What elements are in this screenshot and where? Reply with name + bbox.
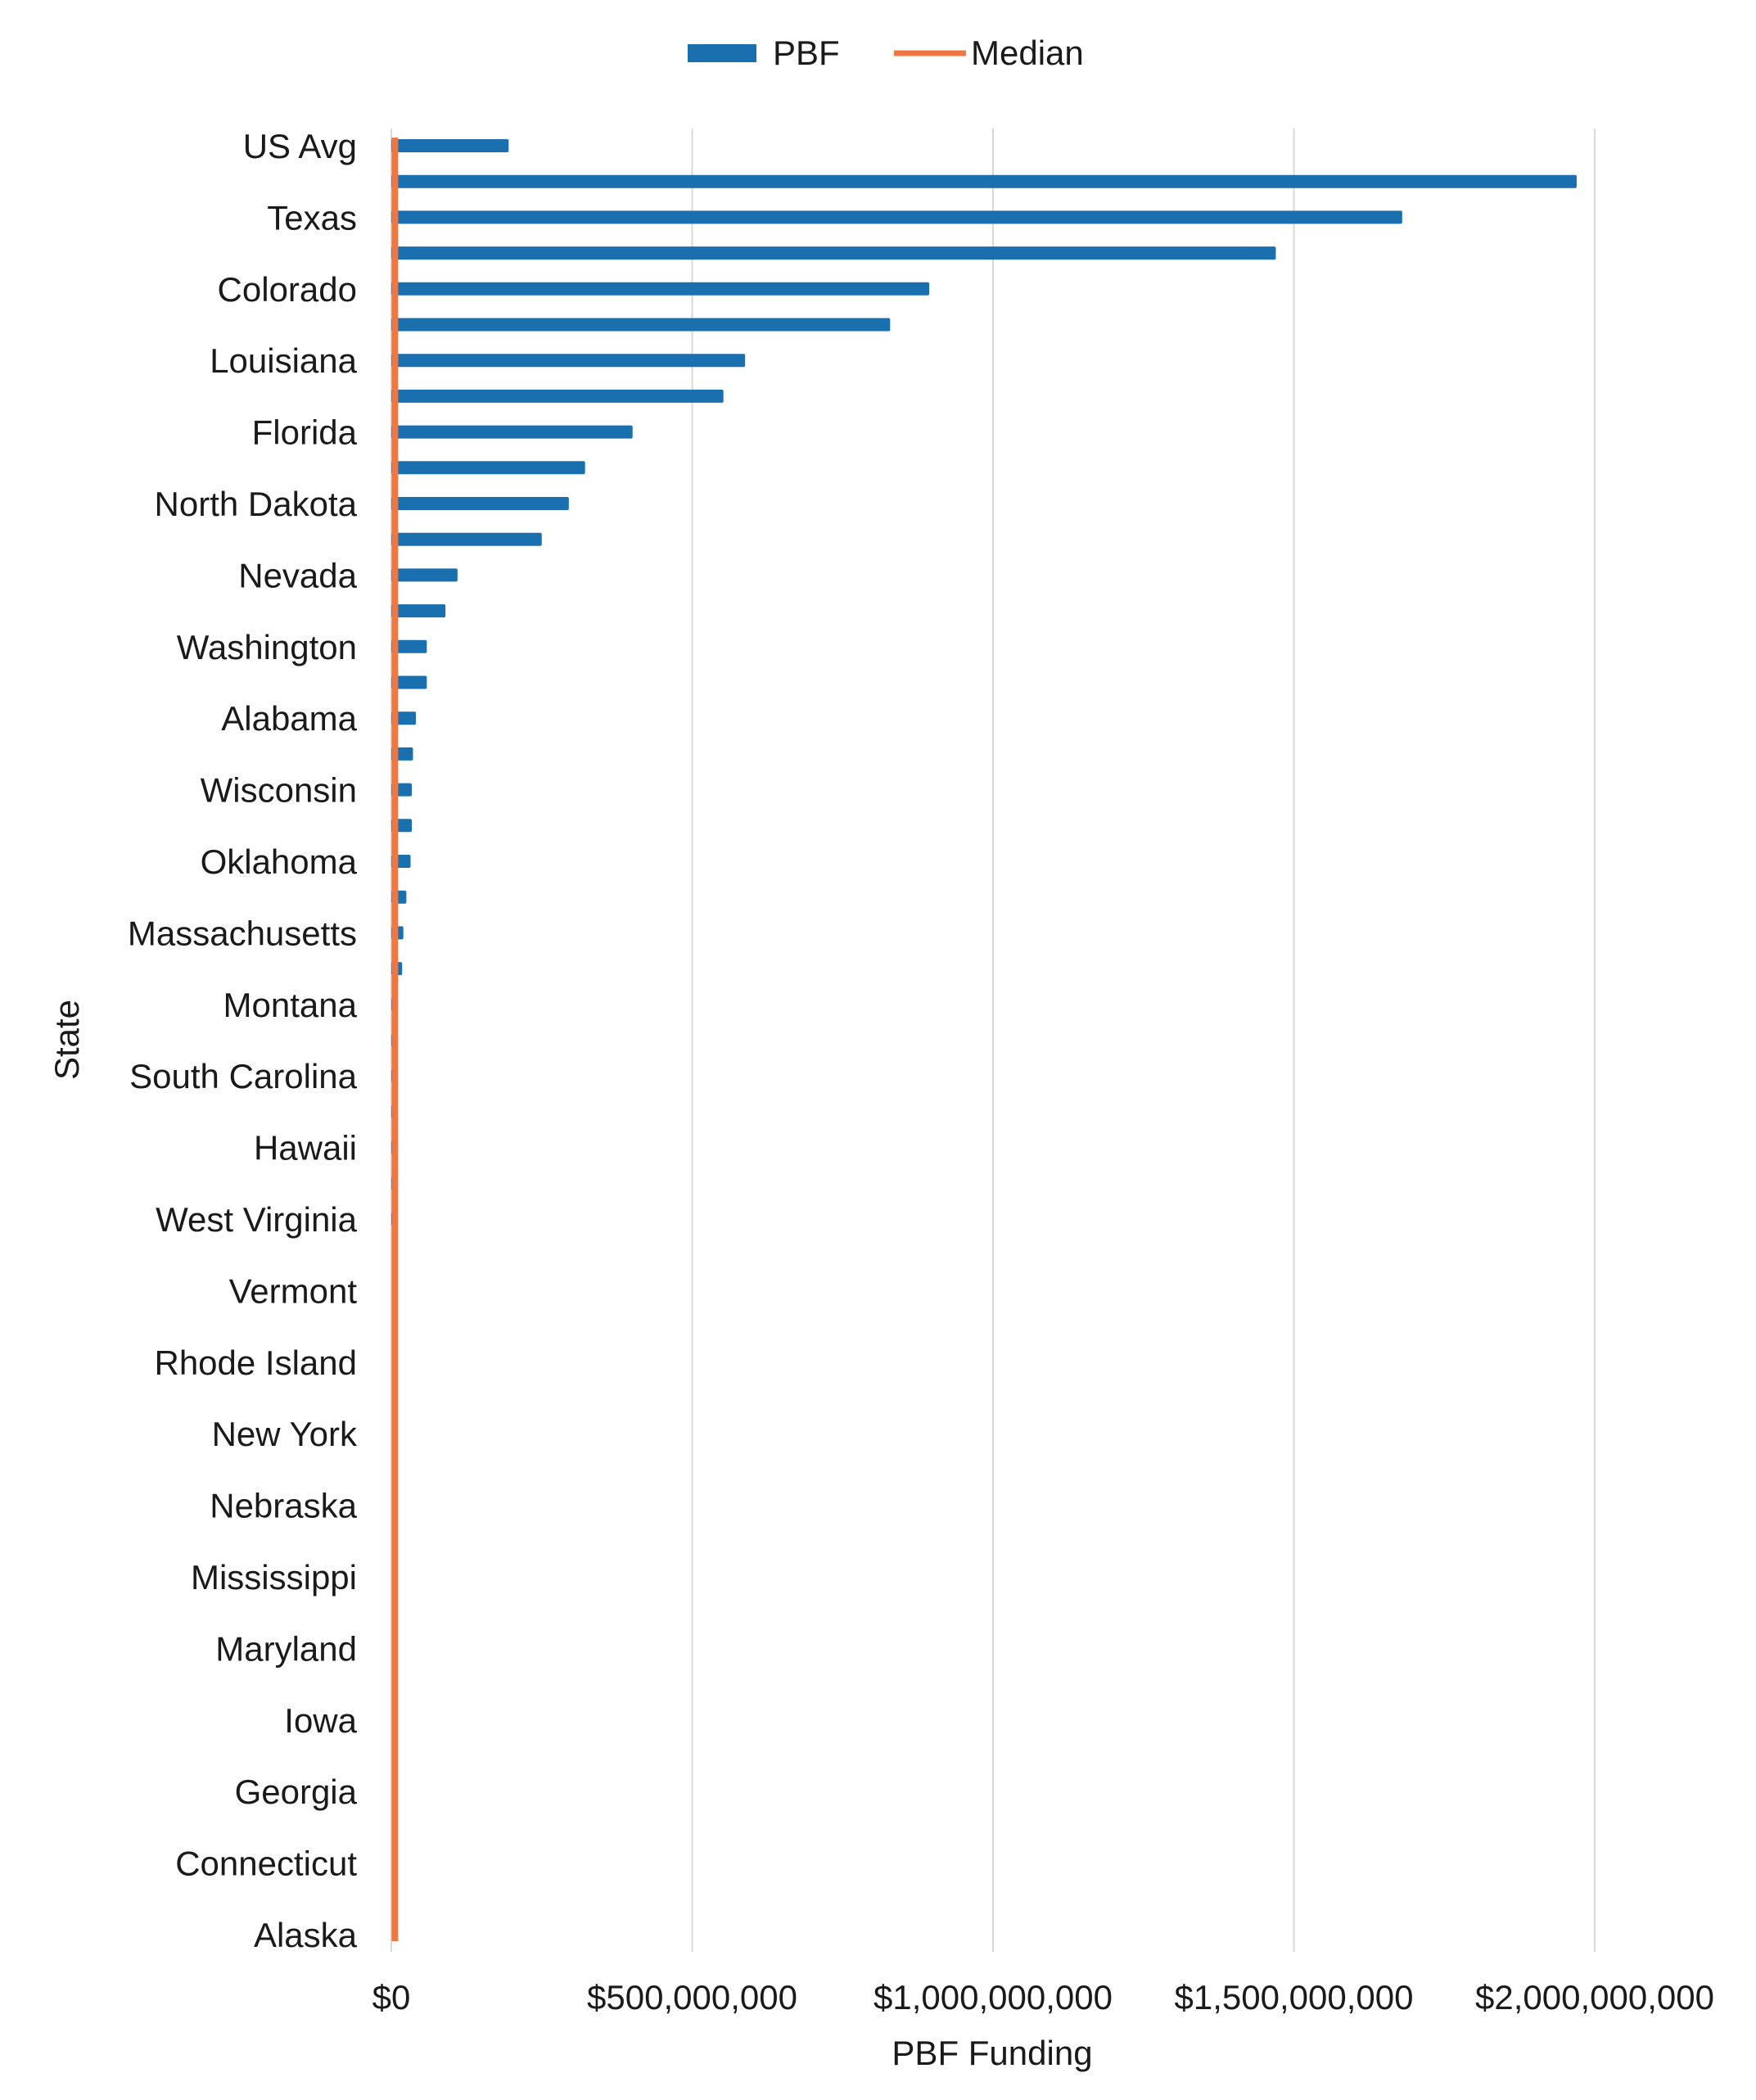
- y-tick-label: North Dakota: [155, 485, 358, 523]
- y-tick-label: Nebraska: [210, 1487, 357, 1525]
- x-tick-label: $2,000,000,000: [1475, 1978, 1714, 2016]
- bar: [391, 282, 930, 296]
- y-axis-title: State: [47, 1000, 86, 1080]
- x-tick-labels: $0 $500,000,000 $1,000,000,000 $1,500,000,0…: [372, 1978, 1714, 2016]
- legend-label-median: Median: [971, 34, 1084, 72]
- y-tick-label: Alabama: [221, 699, 357, 738]
- y-tick-label: Iowa: [284, 1701, 357, 1740]
- bar: [391, 425, 633, 439]
- y-tick-labels: US Avg Texas Colorado Louisiana Florida North…: [128, 127, 358, 1954]
- bar: [391, 318, 891, 332]
- bar: [391, 210, 1402, 224]
- x-tick-label: $0: [372, 1978, 411, 2016]
- x-tick-label: $1,500,000,000: [1175, 1978, 1414, 2016]
- legend-swatch-pbf: [688, 44, 756, 62]
- y-tick-label: Colorado: [218, 270, 357, 309]
- y-tick-label: Hawaii: [254, 1129, 357, 1167]
- bar: [391, 639, 427, 653]
- y-tick-label: Wisconsin: [201, 771, 357, 810]
- y-tick-label: Alaska: [254, 1916, 358, 1954]
- bar: [391, 246, 1276, 260]
- y-tick-label: Rhode Island: [154, 1344, 357, 1382]
- y-tick-label: Massachusetts: [128, 914, 357, 952]
- gridlines: [390, 129, 1596, 1952]
- y-tick-label: South Carolina: [129, 1057, 357, 1095]
- x-axis-title: PBF Funding: [892, 2034, 1092, 2072]
- legend: PBF Median: [688, 34, 1084, 72]
- y-tick-label: Vermont: [229, 1271, 358, 1310]
- bar: [391, 568, 458, 582]
- bar: [391, 532, 542, 546]
- y-tick-label: Louisiana: [210, 341, 357, 380]
- legend-label-pbf: PBF: [773, 34, 840, 72]
- y-tick-label: Washington: [177, 628, 357, 666]
- y-tick-label: Texas: [267, 198, 357, 237]
- y-tick-label: Montana: [223, 986, 358, 1024]
- y-tick-label: New York: [212, 1415, 358, 1453]
- y-tick-label: US Avg: [243, 127, 357, 165]
- bar: [391, 497, 569, 510]
- bar: [391, 675, 427, 689]
- bar: [391, 389, 724, 403]
- bar: [391, 174, 1577, 188]
- y-tick-label: Connecticut: [175, 1845, 357, 1883]
- y-tick-label: Florida: [252, 413, 358, 452]
- y-tick-label: Nevada: [238, 556, 357, 594]
- y-tick-label: West Virginia: [156, 1200, 358, 1239]
- x-tick-label: $1,000,000,000: [873, 1978, 1113, 2016]
- y-tick-label: Mississippi: [191, 1558, 357, 1596]
- bars: [391, 138, 1577, 1941]
- bar: [391, 354, 746, 368]
- y-tick-label: Oklahoma: [201, 842, 358, 881]
- bar: [391, 604, 446, 618]
- x-tick-label: $500,000,000: [587, 1978, 797, 2016]
- y-tick-label: Georgia: [235, 1773, 358, 1811]
- bar: [391, 139, 509, 152]
- bar: [391, 461, 585, 475]
- y-tick-label: Maryland: [215, 1629, 357, 1668]
